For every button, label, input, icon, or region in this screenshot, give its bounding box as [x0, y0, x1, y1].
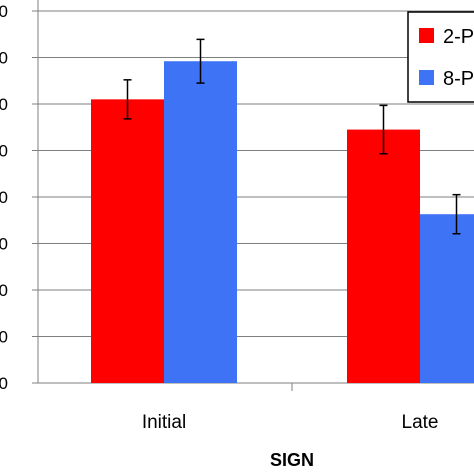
y-tick-labels: 0 0 0 0 0 0 0 0 0: [0, 2, 38, 393]
error-bars: [123, 38, 461, 235]
legend-swatch: [419, 28, 434, 43]
bar-8-P-Late: [420, 214, 474, 383]
bars: [91, 61, 474, 383]
bar-8-P-Initial: [164, 61, 237, 383]
y-tick-label: 0: [0, 2, 8, 21]
error-bar: [452, 193, 461, 235]
legend-box: [407, 11, 474, 103]
category-labels: Initial Late: [142, 412, 439, 433]
y-tick-label: 0: [0, 95, 8, 114]
x-axis-label: SIGN: [270, 450, 314, 470]
bar-2-P-Late: [347, 129, 420, 383]
y-tick-label: 0: [0, 49, 8, 68]
error-bar: [379, 104, 388, 155]
error-bar: [123, 79, 132, 120]
x-tick-label: Initial: [142, 412, 186, 433]
legend-label: 2-P: [443, 26, 474, 48]
y-tick-label: 0: [0, 188, 8, 207]
bar-2-P-Initial: [91, 99, 164, 383]
legend: 2-P 8-P: [407, 11, 474, 103]
x-tick-label: Late: [402, 412, 439, 433]
legend-swatch: [419, 70, 434, 85]
y-tick-label: 0: [0, 142, 8, 161]
y-tick-label: 0: [0, 328, 8, 347]
error-bar: [196, 38, 205, 84]
legend-label: 8-P: [443, 68, 474, 90]
y-tick-label: 0: [0, 374, 8, 393]
y-tick-label: 0: [0, 235, 8, 254]
y-tick-label: 0: [0, 281, 8, 300]
